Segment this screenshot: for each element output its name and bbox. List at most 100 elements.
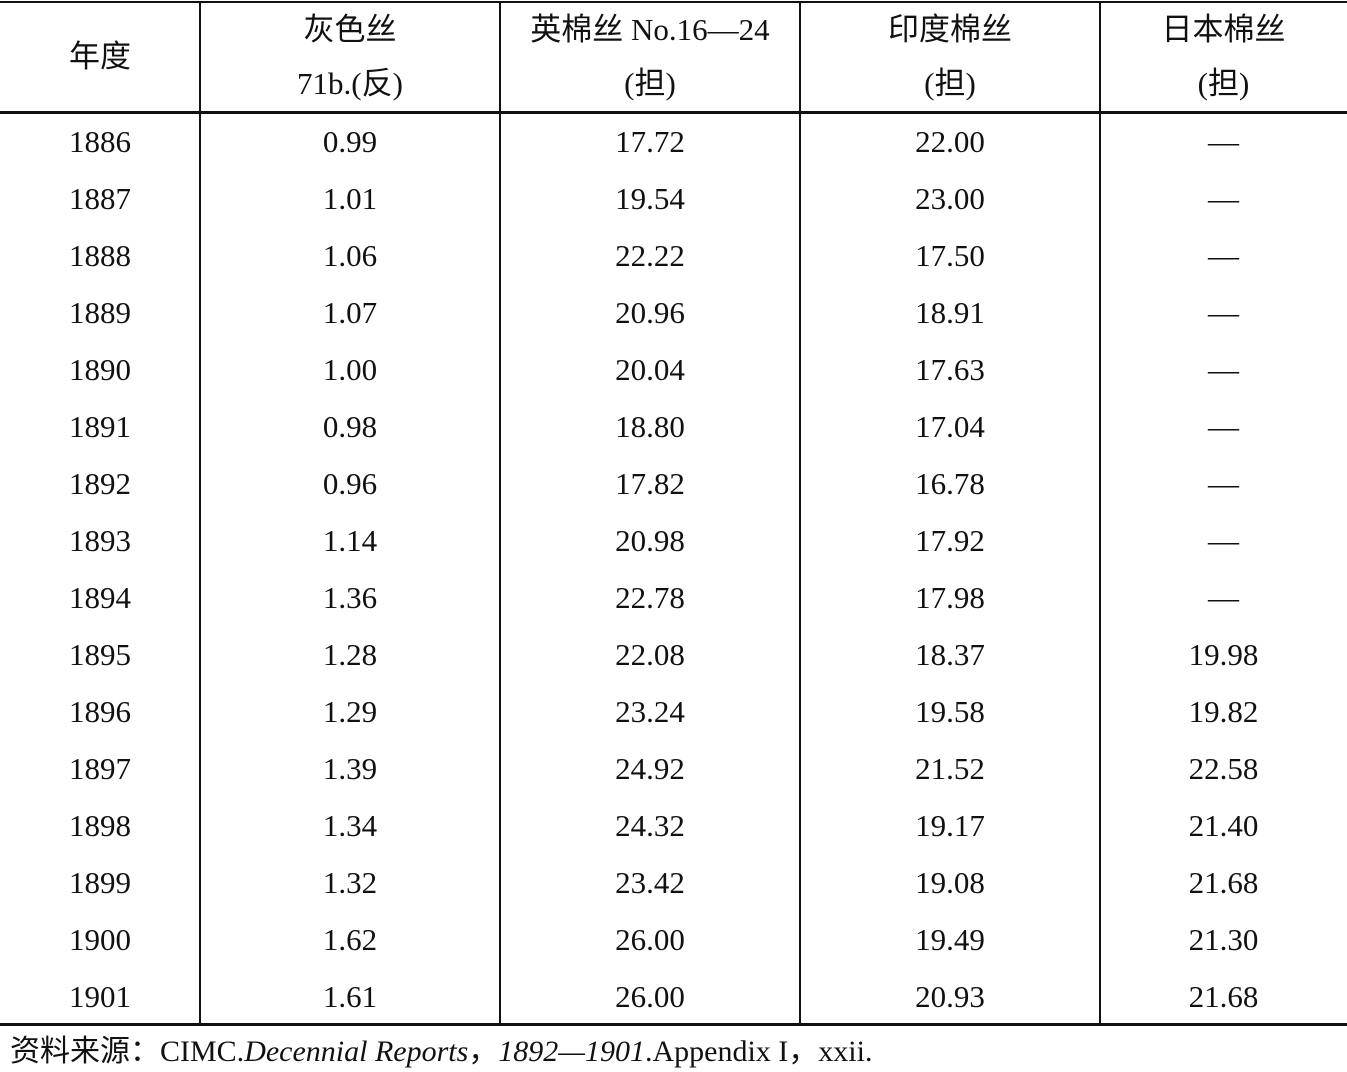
data-cell: 1.39 [322,751,378,786]
source-part: Decennial Reports [244,1035,469,1068]
data-cell: 21.68 [1188,865,1259,900]
data-cell: 1891 [69,409,131,444]
data-cell: 1898 [69,808,131,843]
data-cell: 18.80 [615,409,685,444]
data-cell: 1.06 [322,238,378,273]
column-rule [199,2,201,1025]
header-cell: (担) [924,66,976,101]
data-cell: 22.22 [615,238,685,273]
data-cell: — [1208,124,1239,159]
header-cell: 印度棉丝 [888,12,1012,47]
column-rule [799,2,801,1025]
data-cell: 19.58 [915,694,985,729]
data-cell: 1.61 [322,979,378,1014]
header-cell: 灰色丝 [303,12,397,47]
data-cell: — [1208,238,1239,273]
data-cell: — [1208,295,1239,330]
data-cell: 22.58 [1188,751,1259,786]
data-cell: 24.32 [615,808,685,843]
data-cell: 0.96 [322,466,378,501]
source-note: 资料来源：CIMC.Decennial Reports，1892—1901.Ap… [10,1034,872,1070]
source-part: ， [468,1035,499,1068]
data-cell: 19.82 [1188,694,1259,729]
rule [0,111,1347,114]
data-cell: 24.92 [615,751,685,786]
data-cell: 17.98 [915,580,985,615]
data-cell: 20.93 [915,979,985,1014]
data-cell: 1.36 [322,580,378,615]
data-cell: 17.72 [615,124,685,159]
rule [0,1023,1347,1026]
data-cell: — [1208,466,1239,501]
data-cell: 21.40 [1188,808,1259,843]
data-cell: — [1208,352,1239,387]
data-cell: 22.00 [915,124,985,159]
data-cell: 1901 [69,979,131,1014]
data-cell: 21.68 [1188,979,1259,1014]
data-cell: 1900 [69,922,131,957]
data-cell: 23.24 [615,694,685,729]
data-cell: 22.78 [615,580,685,615]
data-cell: 1.32 [322,865,378,900]
data-cell: 16.78 [915,466,985,501]
data-cell: — [1208,580,1239,615]
data-cell: 23.00 [915,181,985,216]
data-cell: 23.42 [615,865,685,900]
data-cell: 1896 [69,694,131,729]
source-part: .Appendix I，xxii. [644,1035,873,1068]
data-cell: 20.98 [615,523,685,558]
header-cell: 71b.(反) [297,66,403,101]
data-cell: 21.52 [915,751,985,786]
data-cell: 17.82 [615,466,685,501]
data-cell: 1888 [69,238,131,273]
data-cell: 1894 [69,580,131,615]
column-rule [499,2,501,1025]
data-cell: 19.54 [615,181,685,216]
data-cell: 17.92 [915,523,985,558]
data-cell: 1.34 [322,808,378,843]
data-cell: 1897 [69,751,131,786]
data-cell: 1.14 [322,523,378,558]
data-cell: 1.29 [322,694,378,729]
header-cell: 英棉丝 No.16—24 [530,12,770,47]
data-cell: 1886 [69,124,131,159]
rule [0,1,1347,3]
data-cell: 17.04 [915,409,985,444]
header-cell: (担) [624,66,676,101]
data-cell: 17.50 [915,238,985,273]
data-cell: 1.28 [322,637,378,672]
data-cell: 1893 [69,523,131,558]
header-cell: 日本棉丝 [1161,12,1286,47]
data-cell: 18.91 [915,295,985,330]
source-part: 1892—1901 [498,1035,645,1068]
data-cell: 22.08 [615,637,685,672]
data-cell: 19.49 [915,922,985,957]
header-cell: (担) [1197,66,1250,101]
data-cell: 17.63 [915,352,985,387]
data-cell: 1899 [69,865,131,900]
data-cell: 26.00 [615,922,685,957]
data-cell: 1.01 [322,181,378,216]
data-cell: 19.98 [1188,637,1259,672]
data-cell: 0.98 [322,409,378,444]
data-cell: 1895 [69,637,131,672]
data-cell: 18.37 [915,637,985,672]
header-cell: 年度 [69,39,131,74]
data-cell: 20.96 [615,295,685,330]
source-part: 资料来源：CIMC. [10,1035,245,1068]
data-cell: 21.30 [1188,922,1259,957]
data-cell: 1.00 [322,352,378,387]
data-cell: 1.62 [322,922,378,957]
data-cell: 1.07 [322,295,378,330]
data-cell: 19.08 [915,865,985,900]
data-cell: 0.99 [322,124,378,159]
data-cell: — [1208,409,1239,444]
data-cell: 20.04 [615,352,685,387]
data-cell: — [1208,523,1239,558]
data-cell: 1887 [69,181,131,216]
data-cell: 1889 [69,295,131,330]
data-cell: 1892 [69,466,131,501]
column-rule [1099,2,1101,1025]
data-cell: 26.00 [615,979,685,1014]
